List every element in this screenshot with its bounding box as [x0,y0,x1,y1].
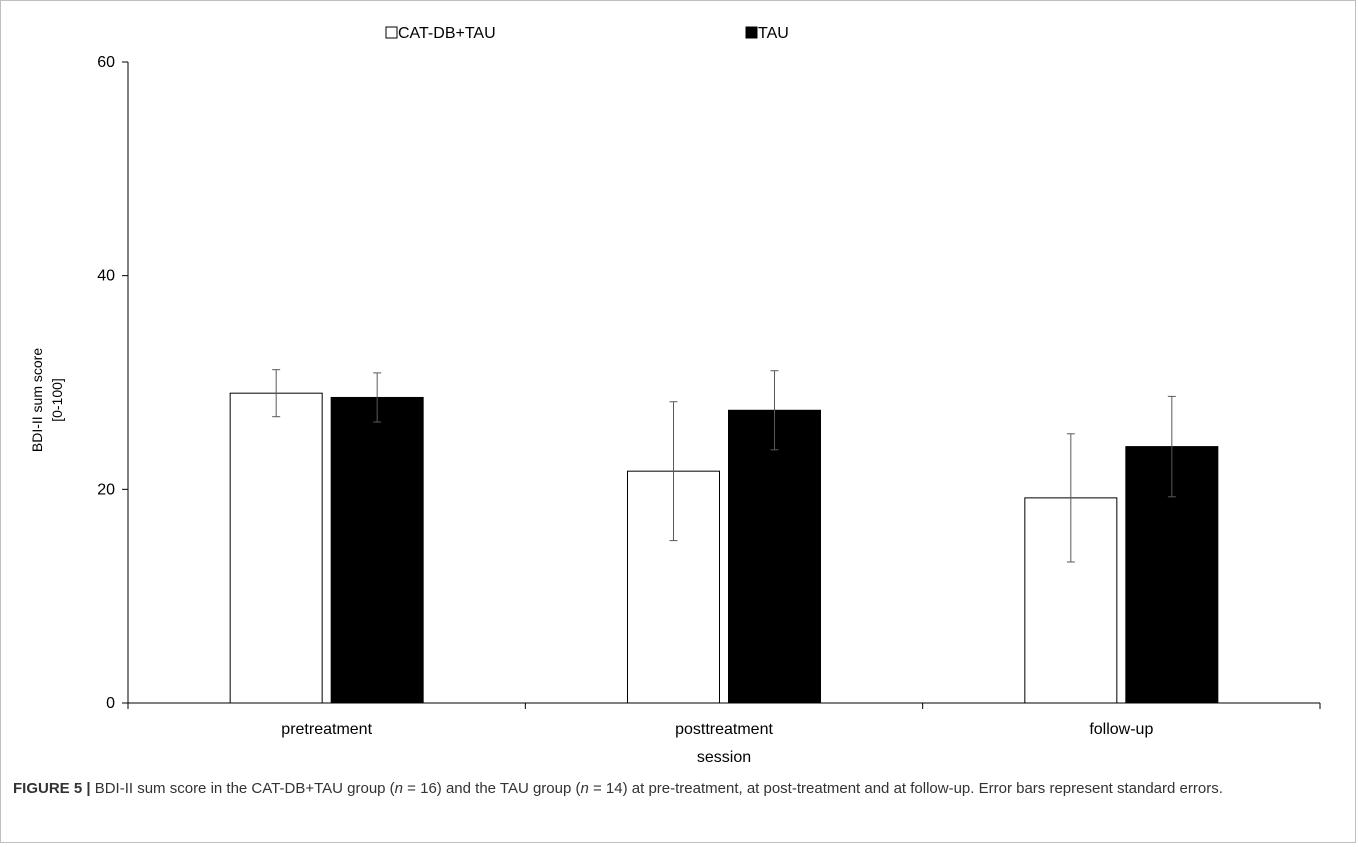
legend: CAT-DB+TAU TAU [385,25,789,42]
y-tick-label: 40 [97,268,115,285]
legend-swatch-cat-db-tau [385,26,398,39]
y-tick-label: 0 [106,695,115,712]
axes: 0 20 40 60 pretreatment posttreatment follow-u… [97,54,1321,738]
x-tick-label: follow-up [1089,721,1153,738]
bar-cat-db-tau-posttreatment [627,470,720,704]
caption-text-3: = 14) at pre-treatment, at post-treatmen… [588,780,1223,797]
y-tick-label: 20 [97,481,115,498]
legend-label-tau: TAU [758,25,789,42]
x-tick-label: posttreatment [675,721,773,738]
figure-caption: FIGURE 5 | BDI-II sum score in the CAT-D… [13,778,1343,800]
caption-n-1: n [394,780,404,797]
bar-tau-pretreatment [330,396,424,704]
y-axis-range-label: [0-100] [49,378,65,422]
caption-text-1: BDI-II sum score in the CAT-DB+TAU group… [90,780,395,797]
bars [229,369,1219,704]
legend-swatch-tau [745,26,758,39]
bar-chart: CAT-DB+TAU TAU 0 20 40 60 pretreatment posttr… [29,25,1321,766]
x-tick-label: pretreatment [281,721,372,738]
x-axis-label: session [697,749,751,766]
caption-label: FIGURE 5 | [13,780,91,797]
bar-cat-db-tau-pretreatment [229,392,323,704]
caption-n-2: n [580,780,589,797]
y-axis-label: BDI-II sum score [29,348,45,452]
legend-label-cat-db-tau: CAT-DB+TAU [398,25,496,42]
y-tick-label: 60 [97,54,115,71]
caption-text-2: = 16) and the TAU group ( [403,780,581,797]
bar-tau-posttreatment [728,409,821,704]
